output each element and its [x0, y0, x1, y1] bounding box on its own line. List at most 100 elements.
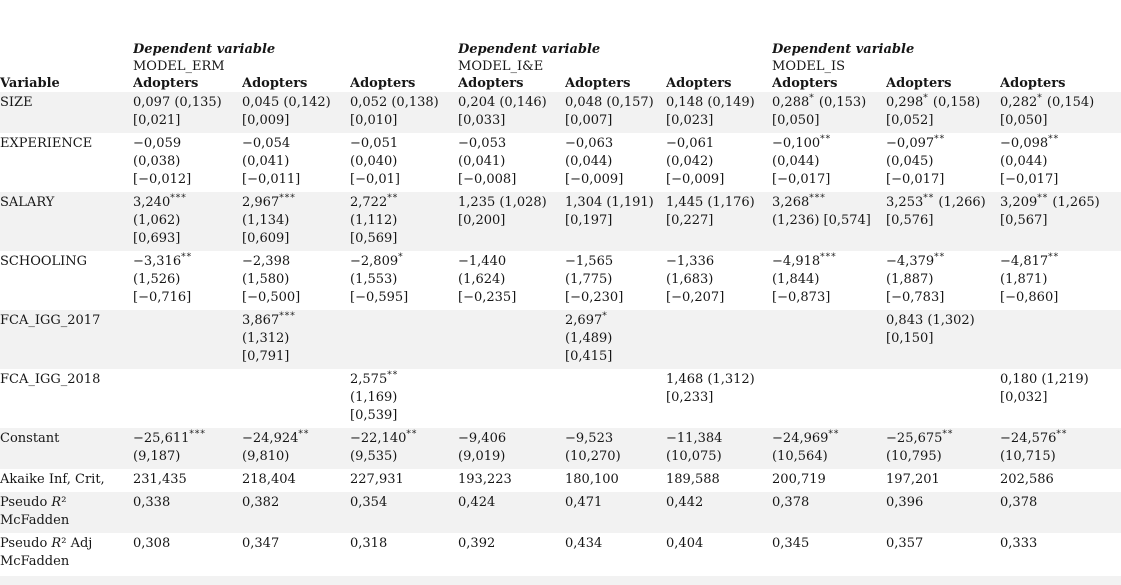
value-cell: −9,523 (10,270) [565, 431, 621, 464]
value-cell: 0,298* (0,158) [0,052] [886, 93, 981, 128]
dependent-variable-row: Dependent variable Dependent variable De… [0, 41, 1121, 58]
variable-label: Pseudo R² McFadden [0, 495, 70, 528]
value-cell: −25,675** (10,795) [886, 429, 954, 464]
value-cell: 0,434 [565, 536, 603, 551]
variable-column-header: Variable [0, 76, 60, 91]
value-cell: 197,201 [886, 472, 940, 487]
value-cell: 0,338 [133, 495, 171, 510]
header-spacer [0, 41, 133, 58]
value-cell: −1,565 (1,775) [−0,230] [565, 254, 624, 305]
model-name-row: MODEL_ERM MODEL_I&E MODEL_IS [0, 58, 1121, 75]
value-cell: −0,100** (0,044) [−0,017] [772, 134, 832, 187]
value-cell: 0,045 (0,142) [0,009] [242, 95, 331, 128]
model-name-erm: MODEL_ERM [133, 59, 225, 74]
value-cell: 3,253** (1,266) [0,576] [886, 193, 986, 228]
table-row: Pseudo R² Adj McFadden 0,308 0,347 0,318 0,3… [0, 533, 1121, 574]
value-cell [350, 310, 458, 369]
value-cell: −0,059 (0,038) [−0,012] [133, 136, 192, 187]
value-cell: 0,333 [1000, 536, 1038, 551]
value-cell: −9,406 (9,019) [458, 431, 507, 464]
dependent-variable-label-is: Dependent variable [772, 42, 915, 57]
value-cell: −0,097** (0,045) [−0,017] [886, 134, 946, 187]
value-cell [772, 310, 886, 369]
value-cell: 0,097 (0,135) [0,021] [133, 95, 222, 128]
value-cell [666, 310, 772, 369]
value-cell: −4,918*** (1,844) [−0,873] [772, 252, 837, 305]
value-cell: 0,148 (0,149) [0,023] [666, 95, 755, 128]
value-cell: 0,404 [666, 536, 704, 551]
regression-results-table: Dependent variable Dependent variable De… [0, 41, 1121, 574]
value-cell: −24,969** (10,564) [772, 429, 840, 464]
value-cell: 189,588 [666, 472, 720, 487]
header-spacer [0, 58, 133, 75]
table-row: SIZE 0,097 (0,135) [0,021] 0,045 (0,142) [… [0, 92, 1121, 133]
value-cell: −11,384 (10,075) [666, 431, 723, 464]
value-cell: 2,575** (1,169) [0,539] [350, 370, 399, 423]
value-cell: 1,468 (1,312) [0,233] [666, 372, 755, 405]
table-row: Constant −25,611*** (9,187) −24,924** (9,8… [0, 428, 1121, 469]
value-cell: −0,061 (0,042) [−0,009] [666, 136, 725, 187]
value-cell: 2,967*** (1,134) [0,609] [242, 193, 296, 246]
value-cell: 0,048 (0,157) [0,007] [565, 95, 654, 128]
value-cell: −22,140** (9,535) [350, 429, 418, 464]
value-cell: 1,304 (1,191) [0,197] [565, 195, 654, 228]
value-cell: −2,398 (1,580) [−0,500] [242, 254, 301, 305]
value-cell: 0,843 (1,302) [0,150] [886, 313, 975, 346]
dependent-variable-label-erm: Dependent variable [133, 42, 276, 57]
value-cell: 0,382 [242, 495, 280, 510]
adopters-column-header: Adopters [133, 76, 199, 91]
value-cell: 0,288* (0,153) [0,050] [772, 93, 867, 128]
table-row: Pseudo R² McFadden 0,338 0,382 0,354 0,424 0,… [0, 492, 1121, 533]
value-cell: 3,268*** (1,236) [0,574] [772, 193, 871, 228]
adopters-column-header: Adopters [886, 76, 952, 91]
variable-label: SIZE [0, 95, 33, 110]
value-cell: 0,357 [886, 536, 924, 551]
model-name-ie: MODEL_I&E [458, 59, 544, 74]
value-cell [458, 369, 565, 428]
dependent-variable-label-ie: Dependent variable [458, 42, 601, 57]
adopters-column-header: Adopters [350, 76, 416, 91]
variable-label: SALARY [0, 195, 55, 210]
value-cell [1000, 310, 1121, 369]
value-cell: 193,223 [458, 472, 512, 487]
table-row: FCA_IGG_2017 3,867*** (1,312) [0,791] 2,69… [0, 310, 1121, 369]
value-cell: −25,611*** (9,187) [133, 429, 206, 464]
table-row: SCHOOLING −3,316** (1,526) [−0,716] −2,398… [0, 251, 1121, 310]
value-cell: −4,817** (1,871) [−0,860] [1000, 252, 1060, 305]
value-cell: 0,204 (0,146) [0,033] [458, 95, 547, 128]
value-cell [242, 369, 350, 428]
adopters-column-header: Adopters [242, 76, 308, 91]
variable-label: FCA_IGG_2017 [0, 313, 101, 328]
value-cell: −3,316** (1,526) [−0,716] [133, 252, 193, 305]
value-cell: −0,054 (0,041) [−0,011] [242, 136, 301, 187]
value-cell: 3,209** (1,265) [0,567] [1000, 193, 1100, 228]
model-name-is: MODEL_IS [772, 59, 846, 74]
value-cell: −0,053 (0,041) [−0,008] [458, 136, 517, 187]
value-cell: −0,098** (0,044) [−0,017] [1000, 134, 1060, 187]
bottom-row-stripe [0, 576, 1121, 585]
value-cell: 0,318 [350, 536, 388, 551]
value-cell: 180,100 [565, 472, 619, 487]
value-cell: −0,063 (0,044) [−0,009] [565, 136, 624, 187]
value-cell [133, 369, 242, 428]
value-cell: 0,396 [886, 495, 924, 510]
value-cell: 2,697* (1,489) [0,415] [565, 311, 613, 364]
table-row: SALARY 3,240*** (1,062) [0,693] 2,967*** (… [0, 192, 1121, 251]
value-cell: −24,576** (10,715) [1000, 429, 1068, 464]
adopters-column-header: Adopters [458, 76, 524, 91]
value-cell: 0,052 (0,138) [0,010] [350, 95, 439, 128]
adopters-column-header: Adopters [666, 76, 732, 91]
adopters-column-header: Adopters [1000, 76, 1066, 91]
value-cell: 1,445 (1,176) [0,227] [666, 195, 755, 228]
variable-label: Constant [0, 431, 60, 446]
value-cell: 218,404 [242, 472, 296, 487]
table-row: Akaike Inf, Crit, 231,435 218,404 227,931 19… [0, 469, 1121, 492]
value-cell: 0,354 [350, 495, 388, 510]
value-cell: 0,282* (0,154) [0,050] [1000, 93, 1095, 128]
value-cell: 0,378 [1000, 495, 1038, 510]
value-cell: 202,586 [1000, 472, 1054, 487]
value-cell [886, 369, 1000, 428]
variable-label: SCHOOLING [0, 254, 88, 269]
variable-label: Akaike Inf, Crit, [0, 472, 105, 487]
